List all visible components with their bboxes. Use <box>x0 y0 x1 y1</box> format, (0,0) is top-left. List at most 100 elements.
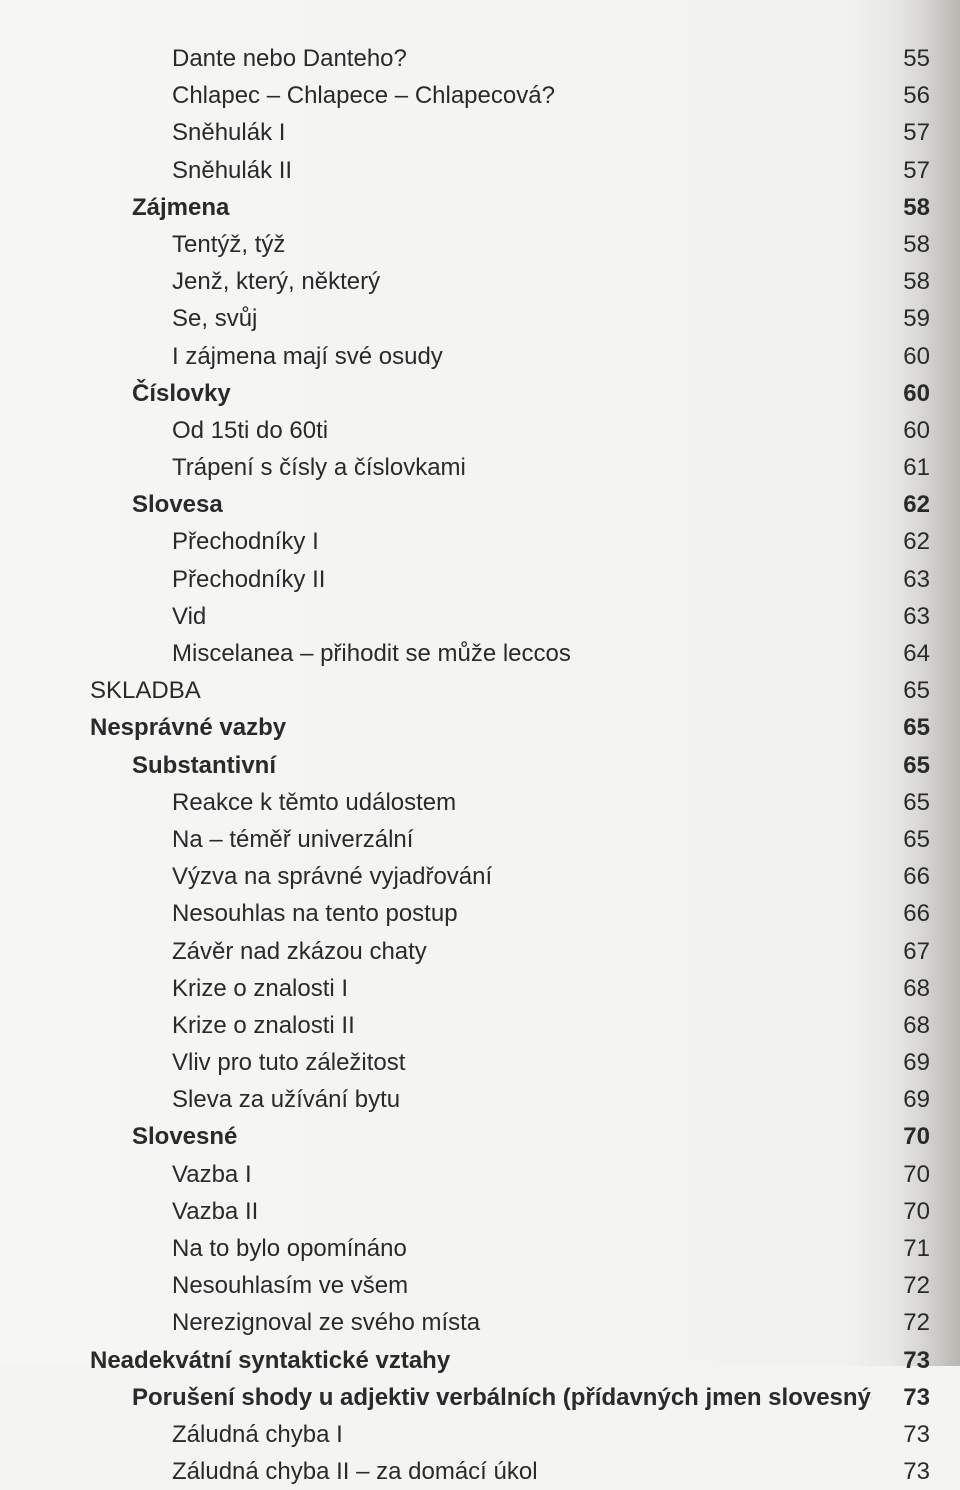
toc-row: Číslovky60 <box>90 375 930 412</box>
toc-page-number: 56 <box>872 77 930 114</box>
toc-row: Slovesné70 <box>90 1118 930 1155</box>
toc-row: Porušení shody u adjektiv verbálních (př… <box>90 1379 930 1416</box>
toc-label: Slovesné <box>132 1118 872 1155</box>
toc-row: Vliv pro tuto záležitost69 <box>90 1044 930 1081</box>
toc-row: Nesouhlas na tento postup66 <box>90 895 930 932</box>
toc-page-number: 72 <box>872 1267 930 1304</box>
toc-page-number: 57 <box>872 152 930 189</box>
toc-page-number: 69 <box>872 1081 930 1118</box>
toc-page-number: 63 <box>872 598 930 635</box>
toc-page-number: 60 <box>872 338 930 375</box>
toc-page-number: 65 <box>872 747 930 784</box>
toc-row: Krize o znalosti I68 <box>90 970 930 1007</box>
toc-page-number: 58 <box>872 189 930 226</box>
toc-page-number: 62 <box>872 486 930 523</box>
toc-page-number: 68 <box>872 1007 930 1044</box>
toc-label: Výzva na správné vyjadřování <box>172 858 872 895</box>
toc-page-number: 70 <box>872 1193 930 1230</box>
toc-label: Na to bylo opomínáno <box>172 1230 872 1267</box>
toc-label: Zájmena <box>132 189 872 226</box>
toc-page-number: 62 <box>872 523 930 560</box>
toc-page-number: 70 <box>872 1118 930 1155</box>
toc-row: Chlapec – Chlapece – Chlapecová?56 <box>90 77 930 114</box>
toc-page-number: 64 <box>872 635 930 672</box>
toc-page-number: 73 <box>872 1379 930 1416</box>
toc-row: Nesprávné vazby65 <box>90 709 930 746</box>
toc-page-number: 55 <box>872 40 930 77</box>
toc-page-number: 60 <box>872 412 930 449</box>
toc-page-number: 65 <box>872 784 930 821</box>
toc-row: Reakce k těmto událostem65 <box>90 784 930 821</box>
toc-page-number: 65 <box>872 672 930 709</box>
toc-label: Krize o znalosti I <box>172 970 872 1007</box>
toc-label: Vid <box>172 598 872 635</box>
toc-row: Tentýž, týž58 <box>90 226 930 263</box>
toc-row: Záludná chyba I73 <box>90 1416 930 1453</box>
toc-row: Sleva za užívání bytu69 <box>90 1081 930 1118</box>
toc-page-number: 63 <box>872 561 930 598</box>
toc-row: Jenž, který, některý58 <box>90 263 930 300</box>
toc-page-number: 59 <box>872 300 930 337</box>
toc-page-number: 69 <box>872 1044 930 1081</box>
toc-row: Sněhulák II57 <box>90 152 930 189</box>
toc-label: Nesouhlas na tento postup <box>172 895 872 932</box>
toc-row: Vazba II70 <box>90 1193 930 1230</box>
table-of-contents: Dante nebo Danteho?55Chlapec – Chlapece … <box>90 40 930 1490</box>
toc-row: Se, svůj59 <box>90 300 930 337</box>
toc-page-number: 58 <box>872 226 930 263</box>
document-page: Dante nebo Danteho?55Chlapec – Chlapece … <box>0 0 960 1366</box>
toc-row: Vid63 <box>90 598 930 635</box>
toc-label: Sleva za užívání bytu <box>172 1081 872 1118</box>
toc-label: Chlapec – Chlapece – Chlapecová? <box>172 77 872 114</box>
toc-row: Na to bylo opomínáno71 <box>90 1230 930 1267</box>
toc-row: Sněhulák I57 <box>90 114 930 151</box>
toc-label: Nesouhlasím ve všem <box>172 1267 872 1304</box>
toc-row: Výzva na správné vyjadřování66 <box>90 858 930 895</box>
toc-label: Vazba II <box>172 1193 872 1230</box>
toc-row: Nerezignoval ze svého místa72 <box>90 1304 930 1341</box>
toc-label: Nesprávné vazby <box>90 709 872 746</box>
toc-row: Od 15ti do 60ti60 <box>90 412 930 449</box>
toc-page-number: 70 <box>872 1156 930 1193</box>
toc-label: Reakce k těmto událostem <box>172 784 872 821</box>
toc-page-number: 72 <box>872 1304 930 1341</box>
toc-label: Od 15ti do 60ti <box>172 412 872 449</box>
toc-row: Miscelanea – přihodit se může leccos64 <box>90 635 930 672</box>
toc-label: Miscelanea – přihodit se může leccos <box>172 635 872 672</box>
toc-row: Přechodníky I62 <box>90 523 930 560</box>
toc-row: Vazba I70 <box>90 1156 930 1193</box>
toc-page-number: 73 <box>872 1416 930 1453</box>
toc-row: Substantivní65 <box>90 747 930 784</box>
toc-label: Vazba I <box>172 1156 872 1193</box>
toc-row: Neadekvátní syntaktické vztahy73 <box>90 1342 930 1379</box>
toc-row: Záludná chyba II – za domácí úkol73 <box>90 1453 930 1490</box>
toc-page-number: 57 <box>872 114 930 151</box>
toc-page-number: 73 <box>872 1342 930 1379</box>
toc-page-number: 66 <box>872 858 930 895</box>
toc-row: Dante nebo Danteho?55 <box>90 40 930 77</box>
toc-label: Neadekvátní syntaktické vztahy <box>90 1342 872 1379</box>
toc-page-number: 73 <box>872 1453 930 1490</box>
toc-page-number: 65 <box>872 821 930 858</box>
toc-label: Trápení s čísly a číslovkami <box>172 449 872 486</box>
toc-page-number: 67 <box>872 933 930 970</box>
toc-page-number: 58 <box>872 263 930 300</box>
toc-row: Slovesa62 <box>90 486 930 523</box>
toc-label: Dante nebo Danteho? <box>172 40 872 77</box>
toc-row: Zájmena58 <box>90 189 930 226</box>
toc-label: Slovesa <box>132 486 872 523</box>
toc-label: Sněhulák II <box>172 152 872 189</box>
toc-row: Závěr nad zkázou chaty67 <box>90 933 930 970</box>
toc-page-number: 68 <box>872 970 930 1007</box>
toc-row: I zájmena mají své osudy60 <box>90 338 930 375</box>
toc-page-number: 60 <box>872 375 930 412</box>
toc-label: Na – téměř univerzální <box>172 821 872 858</box>
toc-label: Se, svůj <box>172 300 872 337</box>
toc-label: Záludná chyba I <box>172 1416 872 1453</box>
toc-row: Na – téměř univerzální65 <box>90 821 930 858</box>
toc-row: Přechodníky II63 <box>90 561 930 598</box>
toc-page-number: 71 <box>872 1230 930 1267</box>
toc-label: Závěr nad zkázou chaty <box>172 933 872 970</box>
toc-page-number: 61 <box>872 449 930 486</box>
toc-label: Nerezignoval ze svého místa <box>172 1304 872 1341</box>
